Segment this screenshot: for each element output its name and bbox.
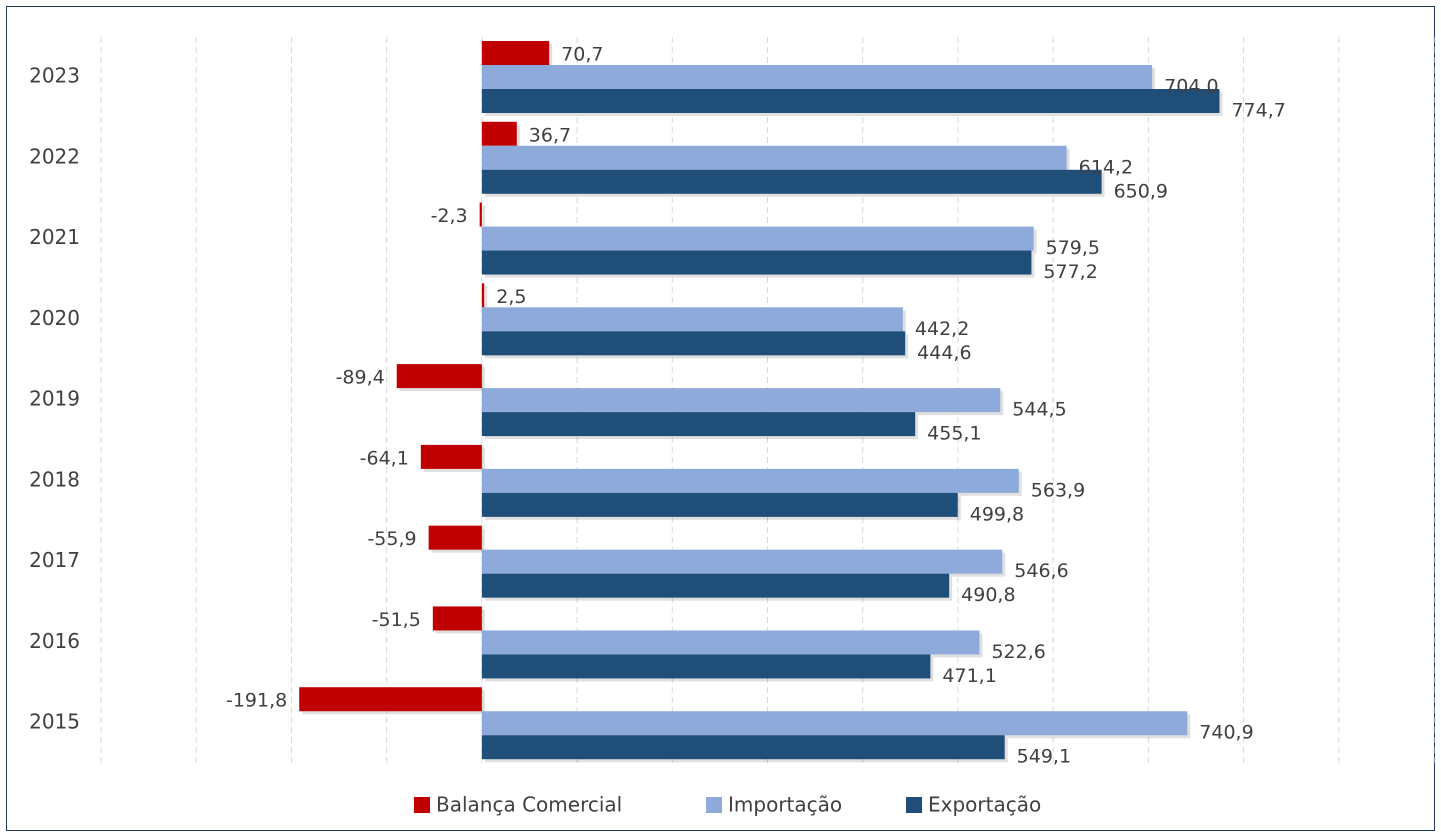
bar-shadow — [482, 205, 485, 230]
bar — [481, 250, 1032, 275]
data-label: 471,1 — [942, 665, 996, 687]
bar — [481, 283, 485, 308]
bar — [481, 711, 1188, 736]
bar — [481, 630, 980, 655]
data-label: 546,6 — [1014, 560, 1068, 582]
legend: Balança Comercial Importação Exportação — [414, 793, 1041, 817]
data-label: -89,4 — [336, 367, 385, 389]
bar — [481, 121, 517, 146]
bar — [481, 41, 550, 65]
data-label: 549,1 — [1017, 746, 1071, 768]
data-label: 444,6 — [917, 342, 971, 364]
category-label: 2017 — [29, 548, 80, 572]
data-label: 499,8 — [970, 503, 1024, 525]
data-label: 774,7 — [1231, 100, 1285, 122]
data-label: 579,5 — [1046, 237, 1100, 259]
bar — [481, 492, 958, 517]
bar — [432, 606, 482, 631]
data-label: -64,1 — [360, 447, 409, 469]
data-label: 455,1 — [927, 423, 981, 445]
bar — [481, 65, 1153, 89]
category-label: 2023 — [29, 64, 80, 88]
bar-shadow — [484, 286, 488, 311]
category-label: 2020 — [29, 306, 80, 330]
data-label: 442,2 — [915, 318, 969, 340]
category-label: 2021 — [29, 225, 80, 249]
bar — [481, 307, 903, 332]
bar — [481, 89, 1220, 113]
data-label: 650,9 — [1114, 180, 1168, 202]
data-label: 614,2 — [1079, 156, 1133, 178]
category-labels: 2023 2022 2021 2020 2019 2018 2017 2016 2015 — [29, 64, 80, 734]
data-label: -2,3 — [431, 205, 468, 227]
bar — [481, 388, 1001, 413]
bar — [481, 735, 1005, 760]
data-label: -51,5 — [372, 609, 421, 631]
data-label: 70,7 — [561, 44, 603, 66]
legend-swatch — [414, 797, 430, 813]
bar — [396, 364, 482, 389]
bar — [420, 444, 482, 469]
bar — [481, 331, 906, 356]
data-label: 544,5 — [1012, 399, 1066, 421]
data-label: 740,9 — [1199, 722, 1253, 744]
bar — [481, 145, 1067, 170]
bar — [481, 654, 931, 679]
data-label: 36,7 — [529, 124, 571, 146]
data-label: 522,6 — [991, 641, 1045, 663]
data-label: 704,0 — [1164, 76, 1218, 98]
legend-label: Balança Comercial — [436, 793, 622, 817]
bars — [299, 41, 1223, 763]
category-label: 2019 — [29, 387, 80, 411]
bar — [481, 468, 1019, 493]
category-label: 2015 — [29, 710, 80, 734]
bar — [481, 169, 1102, 194]
legend-swatch — [906, 797, 922, 813]
bar — [479, 202, 482, 227]
category-label: 2018 — [29, 467, 80, 491]
bar — [481, 573, 950, 598]
bar — [481, 412, 916, 437]
data-label: 563,9 — [1031, 479, 1085, 501]
data-label: -55,9 — [367, 528, 416, 550]
bar — [481, 226, 1034, 251]
bar — [428, 525, 482, 550]
legend-label: Exportação — [928, 793, 1041, 817]
legend-swatch — [706, 797, 722, 813]
legend-label: Importação — [728, 793, 842, 817]
data-label: 2,5 — [496, 286, 526, 308]
category-label: 2016 — [29, 629, 80, 653]
category-label: 2022 — [29, 144, 80, 168]
bar — [299, 687, 482, 712]
data-label: 577,2 — [1043, 261, 1097, 283]
data-label: 490,8 — [961, 584, 1015, 606]
bar — [481, 549, 1003, 574]
data-label: -191,8 — [226, 690, 287, 712]
